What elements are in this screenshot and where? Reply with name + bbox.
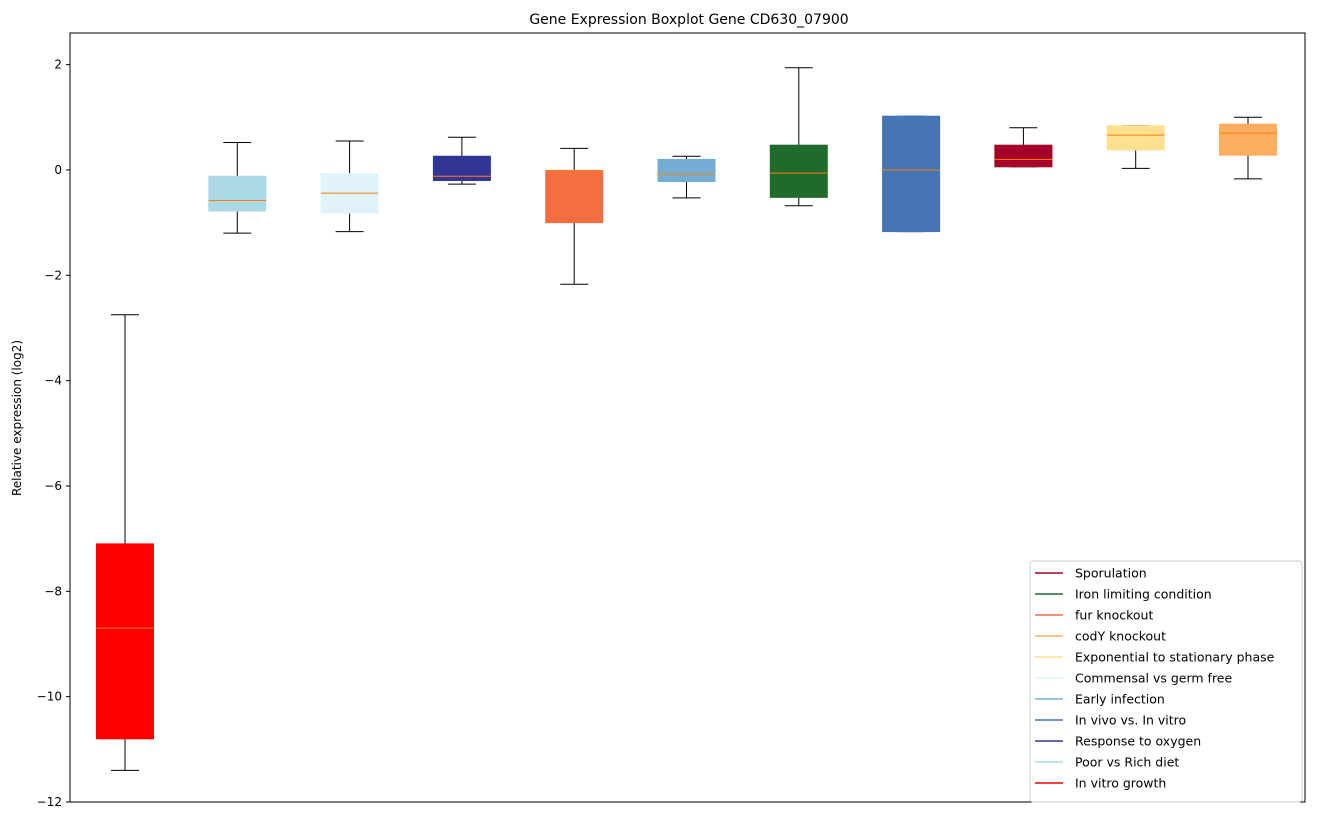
chart-title: Gene Expression Boxplot Gene CD630_07900: [529, 12, 848, 28]
box-response-to-oxygen: [432, 136, 491, 185]
box-body: [882, 115, 941, 233]
plot-frame: [69, 32, 1306, 803]
y-axis: 2 0 −2 −4 −6 −8 −10 −12: [37, 58, 70, 809]
legend-label: Sporulation: [1075, 566, 1147, 581]
legend-label: Iron limiting condition: [1075, 587, 1212, 602]
box-body: [1219, 123, 1277, 156]
y-tick-label: −4: [44, 374, 62, 388]
y-tick-label: −10: [37, 690, 62, 704]
box-body: [432, 155, 491, 181]
box-body: [994, 144, 1053, 168]
box-body: [1106, 125, 1165, 151]
legend-label: fur knockout: [1075, 608, 1153, 623]
legend-label: In vitro growth: [1075, 776, 1166, 791]
box-body: [96, 543, 154, 740]
box-poor-vs-rich-diet: [208, 142, 267, 234]
legend-label: In vivo vs. In vitro: [1075, 713, 1186, 728]
y-tick-label: 2: [54, 58, 62, 72]
box-iron-limiting-condition: [769, 67, 828, 207]
y-axis-label: Relative expression (log2): [10, 340, 24, 496]
box-fur-knockout: [545, 147, 604, 285]
legend-label: Poor vs Rich diet: [1075, 755, 1179, 770]
y-tick-label: −2: [44, 268, 62, 282]
box-commensal-vs-germ-free: [320, 140, 379, 233]
box-exponential-to-stationary-phase: [1106, 125, 1165, 169]
box-sporulation: [994, 127, 1053, 168]
legend-frame: [1029, 560, 1303, 803]
box-body: [545, 169, 604, 224]
y-tick-label: 0: [54, 163, 62, 177]
box-in-vivo-vs-in-vitro: [882, 115, 941, 233]
legend: Sporulation Iron limiting condition fur kn…: [1029, 560, 1303, 803]
box-cody-knockout: [1219, 116, 1277, 180]
box-in-vitro-growth: [96, 314, 154, 771]
boxes-layer: [96, 67, 1277, 771]
legend-label: codY knockout: [1075, 629, 1166, 644]
legend-label: Commensal vs germ free: [1075, 671, 1232, 686]
box-early-infection: [657, 155, 716, 199]
y-tick-label: −12: [37, 795, 62, 809]
y-tick-label: −6: [44, 479, 62, 493]
legend-label: Early infection: [1075, 692, 1165, 707]
box-body: [657, 158, 716, 183]
y-tick-label: −8: [44, 584, 62, 598]
legend-label: Exponential to stationary phase: [1075, 650, 1275, 665]
box-body: [208, 175, 267, 212]
box-body: [769, 144, 828, 198]
legend-label: Response to oxygen: [1075, 734, 1201, 749]
